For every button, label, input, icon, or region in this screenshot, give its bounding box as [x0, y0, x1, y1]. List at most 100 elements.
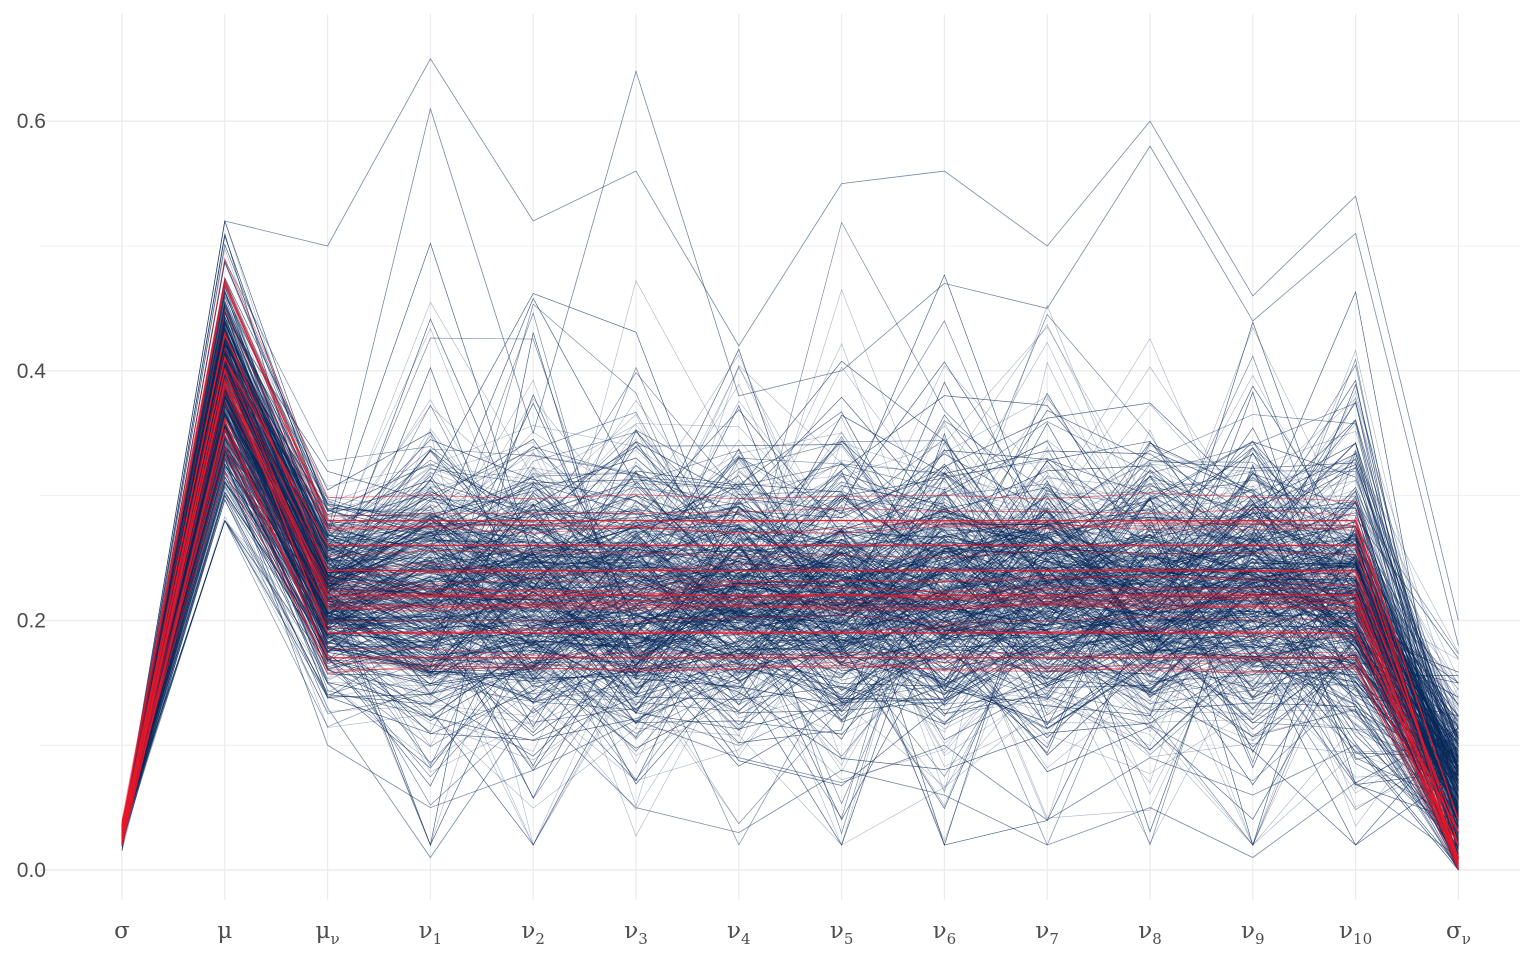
draw-line [121, 371, 1459, 839]
draw-line [121, 341, 1459, 846]
y-tick-label: 0.0 [17, 859, 46, 882]
draw-line [121, 337, 1459, 839]
draw-line [121, 346, 1459, 841]
draw-line [121, 312, 1459, 832]
draw-line [121, 288, 1459, 840]
highlight-line [121, 276, 1459, 869]
draw-line [121, 279, 1459, 835]
draw-line [121, 287, 1459, 840]
draw-line [121, 331, 1459, 827]
draw-line [121, 390, 1459, 828]
draw-line [121, 331, 1459, 827]
draw-line [121, 355, 1459, 837]
draw-line [121, 345, 1459, 837]
draw-line [121, 382, 1459, 839]
draw-line [121, 383, 1459, 833]
highlight-line [121, 418, 1460, 846]
draw-line [121, 383, 1459, 834]
draw-line [121, 331, 1459, 827]
draw-line [121, 434, 1459, 846]
draw-line [121, 393, 1459, 834]
draw-line [121, 429, 1459, 846]
draw-line [121, 361, 1459, 846]
draw-line [121, 392, 1459, 871]
x-tick-label: ν4 [727, 918, 751, 948]
draw-line [121, 417, 1459, 828]
draw-line [121, 374, 1459, 844]
draw-line [121, 363, 1459, 835]
draw-line [121, 493, 1459, 830]
x-tick-label: μ [217, 918, 232, 944]
draw-line [121, 404, 1459, 840]
draw-line [121, 400, 1459, 858]
draw-line [121, 360, 1459, 844]
draw-line [121, 355, 1459, 841]
draw-line [121, 288, 1459, 840]
draw-line [121, 440, 1459, 829]
draw-line [121, 359, 1459, 839]
draw-line [121, 410, 1459, 833]
draw-line [121, 363, 1459, 830]
draw-line [121, 349, 1459, 839]
draw-line [121, 484, 1459, 841]
draw-line [121, 425, 1459, 825]
draw-line [121, 339, 1459, 829]
draw-line [121, 319, 1459, 871]
draw-line [121, 456, 1459, 846]
draw-line [121, 454, 1459, 826]
draw-line [121, 372, 1459, 832]
draw-line [121, 349, 1459, 839]
draw-line [121, 347, 1459, 853]
draw-line [121, 499, 1459, 846]
draw-line [121, 360, 1459, 834]
draw-line [121, 435, 1459, 830]
draw-line [121, 391, 1459, 871]
draw-line [121, 426, 1459, 836]
draw-line [121, 372, 1459, 835]
draw-line [121, 396, 1459, 834]
draw-line [121, 453, 1459, 840]
draw-line [121, 401, 1459, 835]
draw-line [121, 434, 1459, 846]
draw-line [121, 390, 1459, 839]
draw-line [121, 359, 1459, 839]
draw-line [121, 339, 1459, 839]
draw-line [121, 400, 1459, 839]
draw-line [121, 457, 1459, 836]
draw-line [121, 400, 1459, 834]
draw-line [121, 219, 1459, 871]
draw-line [121, 288, 1459, 840]
highlight-line [121, 447, 1459, 863]
y-axis: 0.0 0.2 0.4 0.6 [17, 110, 47, 882]
draw-line [121, 357, 1459, 834]
draw-line [121, 450, 1459, 859]
draw-line [121, 494, 1459, 837]
draw-line [121, 404, 1459, 829]
draw-line [121, 300, 1459, 845]
draw-line [121, 372, 1459, 832]
draw-line [121, 449, 1459, 829]
draw-line [121, 274, 1459, 837]
draw-line [121, 402, 1459, 835]
draw-line [121, 400, 1459, 834]
draw-line [121, 321, 1459, 842]
draw-line [121, 329, 1459, 844]
draw-line [121, 219, 1459, 871]
draw-line [121, 449, 1459, 833]
draw-line [121, 368, 1459, 840]
draw-line [121, 435, 1459, 830]
draw-line [121, 357, 1459, 834]
draw-line [121, 519, 1459, 871]
draw-line [121, 333, 1459, 852]
draw-line [121, 494, 1459, 837]
draw-line [121, 378, 1459, 838]
draw-line [121, 332, 1459, 847]
draw-line [121, 316, 1459, 837]
draw-line [121, 277, 1459, 844]
draw-line [121, 290, 1459, 840]
draw-line [121, 383, 1459, 828]
draw-line [121, 396, 1459, 834]
draw-line [121, 392, 1459, 871]
draw-line [121, 364, 1459, 831]
draw-line [121, 456, 1459, 846]
